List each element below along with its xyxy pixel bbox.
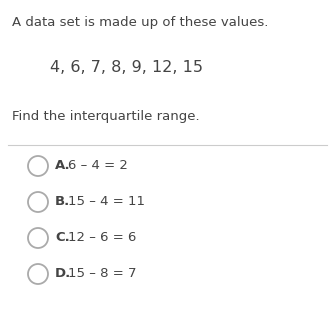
Text: 15 – 4 = 11: 15 – 4 = 11 <box>68 195 145 208</box>
Text: A data set is made up of these values.: A data set is made up of these values. <box>12 16 268 29</box>
Text: Find the interquartile range.: Find the interquartile range. <box>12 110 200 123</box>
Text: 6 – 4 = 2: 6 – 4 = 2 <box>68 159 128 172</box>
Text: 15 – 8 = 7: 15 – 8 = 7 <box>68 267 136 280</box>
Text: 12 – 6 = 6: 12 – 6 = 6 <box>68 231 136 244</box>
Text: 4, 6, 7, 8, 9, 12, 15: 4, 6, 7, 8, 9, 12, 15 <box>50 60 203 75</box>
Text: D.: D. <box>55 267 71 280</box>
Text: C.: C. <box>55 231 70 244</box>
Text: B.: B. <box>55 195 70 208</box>
Text: A.: A. <box>55 159 71 172</box>
